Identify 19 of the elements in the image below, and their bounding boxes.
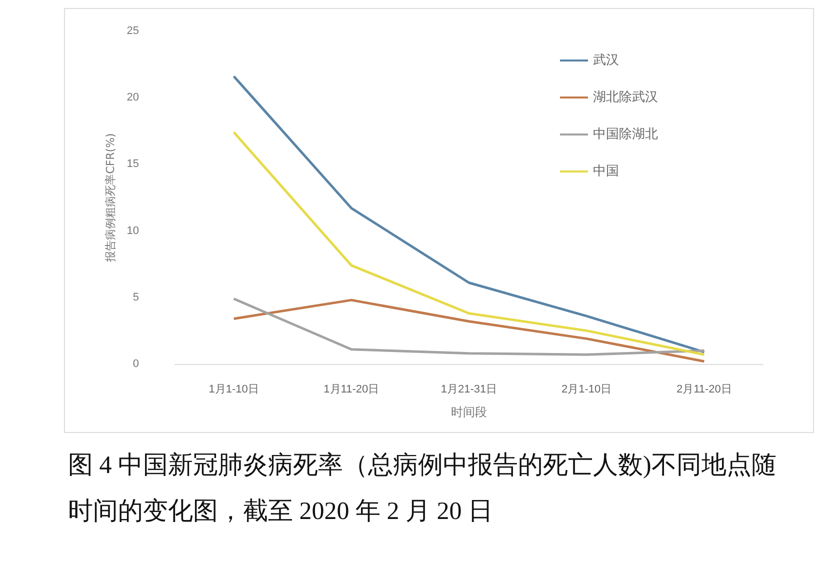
x-tick-label: 1月11-20日 (324, 384, 380, 396)
y-axis-title: 报告病例粗病死率CFR(%) (104, 133, 117, 263)
y-tick-label: 0 (132, 358, 139, 370)
legend-label: 中国除湖北 (593, 127, 658, 142)
y-tick-label: 10 (126, 224, 139, 237)
x-tick-label: 2月11-20日 (676, 384, 732, 396)
legend-label: 中国 (593, 164, 619, 179)
x-tick-label: 1月1-10日 (208, 384, 259, 396)
caption: 图 4 中国新冠肺炎病死率（总病例中报告的死亡人数)不同地点随时间的变化图，截至 2020 年 2 月 20 日 (68, 450, 778, 527)
legend-label: 湖北除武汉 (593, 90, 658, 105)
y-tick-label: 15 (126, 158, 139, 170)
x-tick-label: 1月21-31日 (440, 384, 498, 396)
x-axis-title: 时间段 (451, 405, 487, 419)
line-series (232, 75, 706, 354)
y-tick-label: 5 (132, 291, 139, 304)
x-tick-label: 2月1-10日 (562, 384, 612, 396)
y-tick-label: 25 (126, 25, 139, 37)
legend-label: 武汉 (593, 53, 619, 68)
y-tick-label: 20 (126, 92, 139, 104)
